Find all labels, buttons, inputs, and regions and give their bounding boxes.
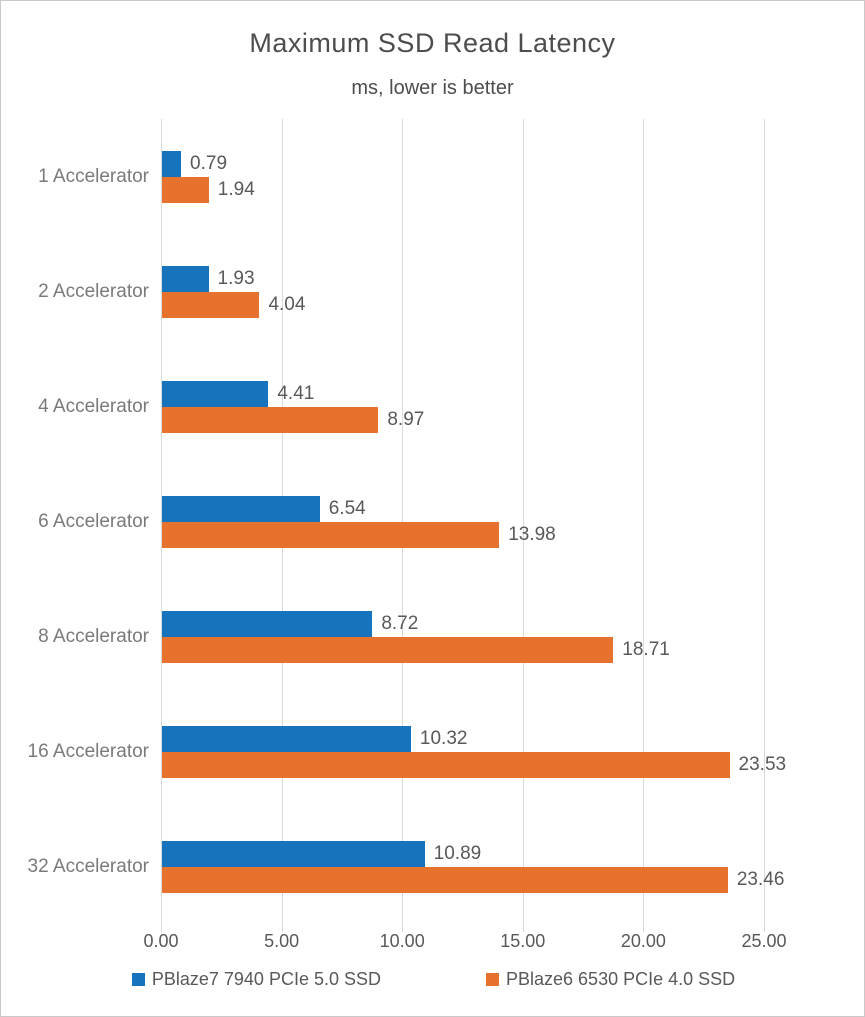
bar-value-label: 23.53 <box>738 753 787 775</box>
bar-line: 0.79 <box>162 150 864 177</box>
bar <box>162 751 730 778</box>
bar <box>162 150 182 177</box>
gridline <box>161 119 162 932</box>
category-row: 16 Accelerator 10.32 23.53 <box>1 694 864 809</box>
bar-line: 23.53 <box>162 751 864 778</box>
bar-value-label: 13.98 <box>508 523 556 545</box>
bar-value-label: 1.93 <box>217 267 255 289</box>
bar-line: 18.71 <box>162 636 864 663</box>
x-tick-label: 5.00 <box>264 931 300 951</box>
x-tick-label: 25.00 <box>741 931 787 951</box>
x-tick-label: 0.00 <box>143 931 179 951</box>
bar-value-label: 0.79 <box>190 152 228 174</box>
category-row: 8 Accelerator 8.72 18.71 <box>1 579 864 694</box>
bar-group: 6.54 13.98 <box>162 495 864 548</box>
bar <box>162 725 411 752</box>
bar-line: 8.72 <box>162 610 864 637</box>
bar-value-label: 6.54 <box>328 497 366 519</box>
bar-line: 13.98 <box>162 521 864 548</box>
bar <box>162 840 425 867</box>
x-tick-label: 15.00 <box>500 931 546 951</box>
bar <box>162 866 728 893</box>
legend-label: PBlaze6 6530 PCIe 4.0 SSD <box>506 969 736 989</box>
bar-group: 10.89 23.46 <box>162 840 864 893</box>
plot-area: 1 Accelerator 0.79 1.94 2 Accelerator 1.93 4.… <box>1 119 864 932</box>
legend-swatch-icon <box>131 973 145 986</box>
bar-line: 4.04 <box>162 291 864 318</box>
bar <box>162 380 269 407</box>
category-label: 4 Accelerator <box>38 395 149 417</box>
legend-swatch-icon <box>486 973 499 986</box>
category-row: 2 Accelerator 1.93 4.04 <box>1 234 864 349</box>
chart-title: Maximum SSD Read Latency <box>249 28 616 58</box>
legend-item: PBlaze7 7940 PCIe 5.0 SSD <box>131 969 381 990</box>
category-row: 4 Accelerator 4.41 8.97 <box>1 349 864 464</box>
category-label: 16 Accelerator <box>27 740 149 762</box>
bar-value-label: 1.94 <box>217 178 255 200</box>
bar <box>162 406 379 433</box>
bar-line: 10.32 <box>162 725 864 752</box>
bar-line: 10.89 <box>162 840 864 867</box>
bar-value-label: 8.72 <box>381 612 419 634</box>
bar-line: 4.41 <box>162 380 864 407</box>
bar <box>162 291 260 318</box>
bar <box>162 495 320 522</box>
bar-value-label: 23.46 <box>736 868 785 890</box>
bar-value-label: 10.32 <box>419 727 468 749</box>
bar-value-label: 4.41 <box>277 382 315 404</box>
bar-group: 1.93 4.04 <box>162 265 864 318</box>
bar-line: 1.93 <box>162 265 864 292</box>
bar <box>162 610 373 637</box>
category-label: 32 Accelerator <box>27 855 149 877</box>
bar <box>162 176 209 203</box>
category-row: 1 Accelerator 0.79 1.94 <box>1 119 864 234</box>
category-label: 1 Accelerator <box>38 165 149 187</box>
legend: PBlaze7 7940 PCIe 5.0 SSD PBlaze6 6530 PC… <box>1 969 864 990</box>
bar-value-label: 18.71 <box>622 638 670 660</box>
gridline <box>643 119 645 932</box>
category-label: 8 Accelerator <box>38 625 149 647</box>
legend-item: PBlaze6 6530 PCIe 4.0 SSD <box>486 969 735 990</box>
bar-line: 6.54 <box>162 495 864 522</box>
gridline <box>522 119 524 932</box>
category-label: 6 Accelerator <box>38 510 149 532</box>
bar-group: 8.72 18.71 <box>162 610 864 663</box>
bar-value-label: 8.97 <box>387 408 425 430</box>
gridline <box>764 119 765 932</box>
category-row: 32 Accelerator 10.89 23.46 <box>1 809 864 924</box>
bar-line: 1.94 <box>162 176 864 203</box>
x-axis: 0.00 5.00 10.00 15.00 20.00 25.00 <box>1 931 864 957</box>
bar <box>162 265 209 292</box>
bar-line: 8.97 <box>162 406 864 433</box>
bar <box>162 636 614 663</box>
bar-line: 23.46 <box>162 866 864 893</box>
bar-value-label: 10.89 <box>433 842 482 864</box>
chart-subtitle: ms, lower is better <box>351 77 514 99</box>
bar-group: 4.41 8.97 <box>162 380 864 433</box>
bar-value-label: 4.04 <box>268 293 306 315</box>
x-tick-label: 20.00 <box>620 931 666 951</box>
x-tick-label: 10.00 <box>379 931 425 951</box>
bar-group: 10.32 23.53 <box>162 725 864 778</box>
category-row: 6 Accelerator 6.54 13.98 <box>1 464 864 579</box>
bar <box>162 521 500 548</box>
legend-label: PBlaze7 7940 PCIe 5.0 SSD <box>151 969 381 989</box>
category-label: 2 Accelerator <box>38 280 149 302</box>
bar-group: 0.79 1.94 <box>162 150 864 203</box>
